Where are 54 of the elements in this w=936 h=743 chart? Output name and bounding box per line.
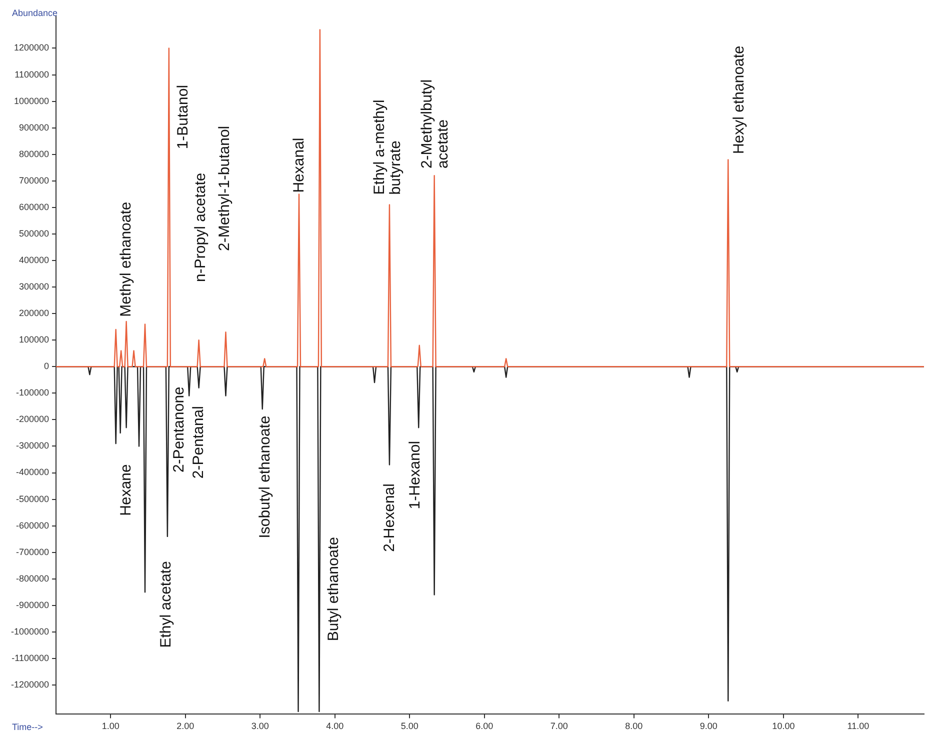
y-tick-label: 300000 bbox=[18, 282, 50, 292]
annotation: Hexanal bbox=[290, 138, 308, 193]
x-tick-label: 8.00 bbox=[625, 721, 643, 732]
annotation: Hexyl ethanoate bbox=[730, 46, 748, 154]
y-tick-label: -1200000 bbox=[10, 680, 50, 690]
y-tick-label: -400000 bbox=[16, 467, 50, 478]
y-tick-label: 600000 bbox=[18, 202, 50, 212]
x-tick-label: 4.00 bbox=[326, 721, 344, 732]
y-tick-label: -500000 bbox=[16, 494, 50, 504]
annotation: n-Propyl acetate bbox=[192, 172, 210, 282]
y-tick-label: 900000 bbox=[18, 122, 50, 132]
annotation: Isobutyl ethanoate bbox=[256, 416, 274, 538]
x-tick-label: 9.00 bbox=[700, 721, 718, 732]
y-tick-label: 0 bbox=[44, 361, 50, 372]
x-tick-label: 5.00 bbox=[400, 721, 418, 732]
y-tick-label: 1200000 bbox=[14, 42, 50, 53]
annotation: 2-Hexenal bbox=[380, 484, 398, 552]
y-tick-label: -1000000 bbox=[10, 626, 50, 636]
x-tick-label: 7.00 bbox=[550, 721, 568, 732]
annotation: 2-Pentanal bbox=[190, 406, 208, 479]
x-tick-label: 10.00 bbox=[772, 721, 795, 732]
annotation: 1-Hexanol bbox=[406, 440, 424, 510]
annotation: Butyl ethanoate bbox=[325, 536, 342, 642]
y-tick-label: 800000 bbox=[18, 148, 50, 159]
annotation: 1-Butanol bbox=[174, 84, 192, 150]
annotation: Hexane bbox=[118, 464, 135, 516]
y-tick-label: 200000 bbox=[18, 308, 50, 318]
y-tick-label: -200000 bbox=[16, 414, 50, 424]
annotation: 2-Methyl-1-butanol bbox=[216, 126, 233, 251]
y-tick-label: -900000 bbox=[16, 600, 50, 610]
annotation: 2-Pentanone bbox=[170, 386, 188, 473]
y-tick-label: 400000 bbox=[18, 254, 50, 265]
y-tick-label: 100000 bbox=[18, 334, 50, 345]
y-tick-label: -600000 bbox=[16, 520, 50, 530]
y-tick-label: -800000 bbox=[16, 573, 50, 584]
x-tick-label: 3.00 bbox=[251, 721, 269, 732]
y-axis-title: Abundance bbox=[12, 8, 58, 18]
x-tick-label: 2.00 bbox=[176, 721, 194, 732]
annotation: Methyl ethanoate bbox=[118, 202, 135, 317]
y-tick-label: 500000 bbox=[18, 228, 50, 238]
annotation: Ethyl acetate bbox=[157, 561, 174, 648]
x-tick-label: 1.00 bbox=[102, 721, 120, 732]
annotation: 2-Methylbutyl acetate bbox=[418, 79, 452, 169]
y-tick-label: 1100000 bbox=[14, 69, 50, 80]
x-tick-label: 6.00 bbox=[476, 721, 494, 732]
y-tick-label: -1100000 bbox=[12, 652, 50, 663]
y-tick-label: -700000 bbox=[16, 546, 50, 557]
y-tick-label: -300000 bbox=[16, 440, 50, 451]
y-tick-label: -100000 bbox=[16, 388, 50, 398]
x-tick-label: 11.00 bbox=[847, 721, 870, 732]
y-tick-label: 1000000 bbox=[14, 96, 50, 106]
annotation: Ethyl a-methyl butyrate bbox=[370, 100, 404, 195]
y-tick-label: 700000 bbox=[18, 175, 50, 186]
x-axis-title: Time--> bbox=[12, 722, 43, 732]
